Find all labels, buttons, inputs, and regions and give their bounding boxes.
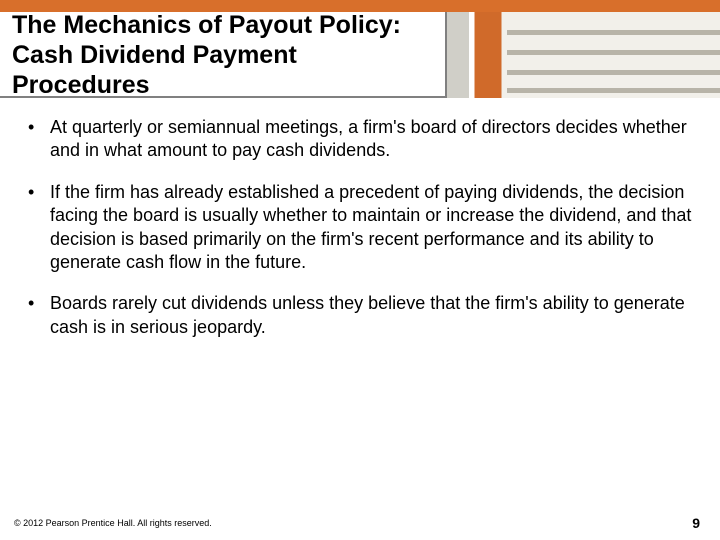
title-line-1: The Mechanics of Payout Policy: — [12, 10, 435, 40]
bullet-text: Boards rarely cut dividends unless they … — [50, 292, 692, 339]
title-box: The Mechanics of Payout Policy: Cash Div… — [0, 12, 445, 96]
shelf-line — [507, 50, 720, 55]
bullet-text: If the firm has already established a pr… — [50, 181, 692, 275]
bullet-marker: • — [28, 116, 50, 163]
page-number: 9 — [692, 515, 700, 531]
shelf-line — [507, 88, 720, 93]
footer: © 2012 Pearson Prentice Hall. All rights… — [0, 512, 720, 540]
bullet-item: • Boards rarely cut dividends unless the… — [28, 292, 692, 339]
bullet-item: • At quarterly or semiannual meetings, a… — [28, 116, 692, 163]
bullet-item: • If the firm has already established a … — [28, 181, 692, 275]
shelf-line — [507, 30, 720, 35]
bullet-text: At quarterly or semiannual meetings, a f… — [50, 116, 692, 163]
header-decorative-image — [445, 12, 720, 98]
bullet-marker: • — [28, 181, 50, 275]
title-line-2: Cash Dividend Payment Procedures — [12, 40, 435, 100]
content-area: • At quarterly or semiannual meetings, a… — [0, 98, 720, 339]
shelf-line — [507, 70, 720, 75]
copyright-text: © 2012 Pearson Prentice Hall. All rights… — [14, 518, 212, 528]
bullet-marker: • — [28, 292, 50, 339]
header-row: The Mechanics of Payout Policy: Cash Div… — [0, 12, 720, 98]
